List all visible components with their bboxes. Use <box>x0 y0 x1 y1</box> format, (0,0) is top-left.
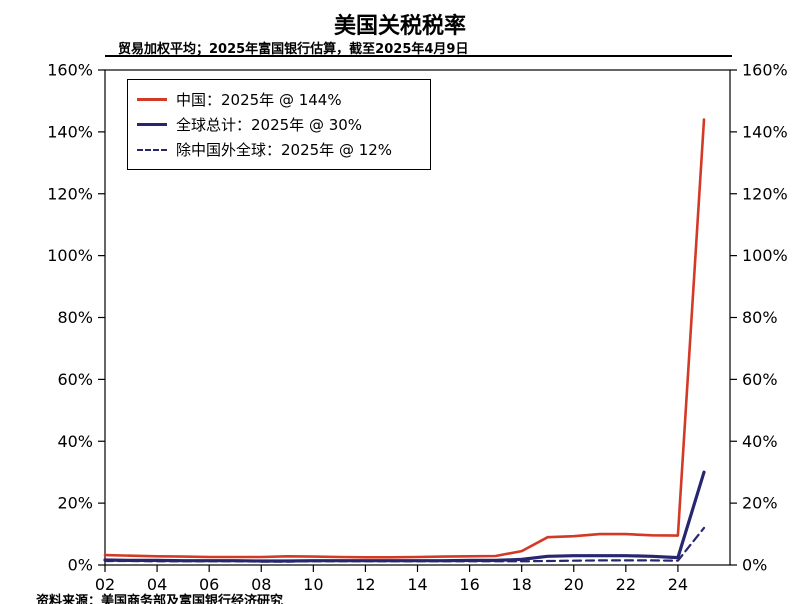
legend-swatch-global-total <box>137 123 167 126</box>
x-axis-label: 14 <box>407 575 427 594</box>
series-line-china <box>103 118 706 559</box>
x-axis-label: 10 <box>303 575 323 594</box>
x-axis-label: 24 <box>668 575 688 594</box>
legend-swatch-china <box>137 98 167 101</box>
x-axis-label: 02 <box>95 575 115 594</box>
legend-row: 全球总计：2025年 @ 30% <box>137 112 392 137</box>
x-axis-label: 06 <box>199 575 219 594</box>
y-axis-label-left: 140% <box>47 122 93 141</box>
y-axis-label-left: 160% <box>47 61 93 80</box>
y-axis-label-right: 0% <box>742 556 767 575</box>
x-axis-label: 12 <box>355 575 375 594</box>
x-axis-label: 16 <box>459 575 479 594</box>
y-axis-label-left: 20% <box>57 494 93 513</box>
y-axis-label-left: 0% <box>68 556 93 575</box>
y-axis-label-left: 60% <box>57 370 93 389</box>
y-axis-label-right: 20% <box>742 494 778 513</box>
legend-label-global-total: 全球总计：2025年 @ 30% <box>176 116 363 134</box>
chart-title: 美国关税税率 <box>333 14 466 39</box>
x-axis-label: 20 <box>564 575 584 594</box>
series-line-global-total <box>103 470 706 563</box>
legend-row: 除中国外全球：2025年 @ 12% <box>137 137 392 162</box>
x-axis-label: 18 <box>511 575 531 594</box>
chart-subtitle: 贸易加权平均；2025年富国银行估算，截至2025年4月9日 <box>118 42 469 57</box>
x-axis-label: 04 <box>147 575 167 594</box>
legend: 中国：2025年 @ 144% 全球总计：2025年 @ 30% 除中国外全球：… <box>127 79 432 170</box>
series-line-global-ex-china <box>103 526 706 563</box>
y-axis-label-right: 40% <box>742 432 778 451</box>
source-note: 资料来源：美国商务部及富国银行经济研究 <box>36 594 284 604</box>
y-axis-label-right: 60% <box>742 370 778 389</box>
legend-swatch-global-ex-china <box>137 148 167 151</box>
subtitle-divider <box>105 55 732 57</box>
y-axis-label-left: 100% <box>47 246 93 265</box>
y-axis-label-left: 80% <box>57 308 93 327</box>
y-axis-label-right: 80% <box>742 308 778 327</box>
y-axis-label-left: 40% <box>57 432 93 451</box>
y-axis-label-right: 140% <box>742 122 788 141</box>
y-axis-label-left: 120% <box>47 184 93 203</box>
legend-label-china: 中国：2025年 @ 144% <box>176 91 342 109</box>
y-axis-label-right: 160% <box>742 61 788 80</box>
legend-label-global-ex-china: 除中国外全球：2025年 @ 12% <box>176 141 393 159</box>
y-axis-label-right: 120% <box>742 184 788 203</box>
x-axis-label: 22 <box>616 575 636 594</box>
x-axis-label: 08 <box>251 575 271 594</box>
legend-row: 中国：2025年 @ 144% <box>137 87 392 112</box>
y-axis-label-right: 100% <box>742 246 788 265</box>
